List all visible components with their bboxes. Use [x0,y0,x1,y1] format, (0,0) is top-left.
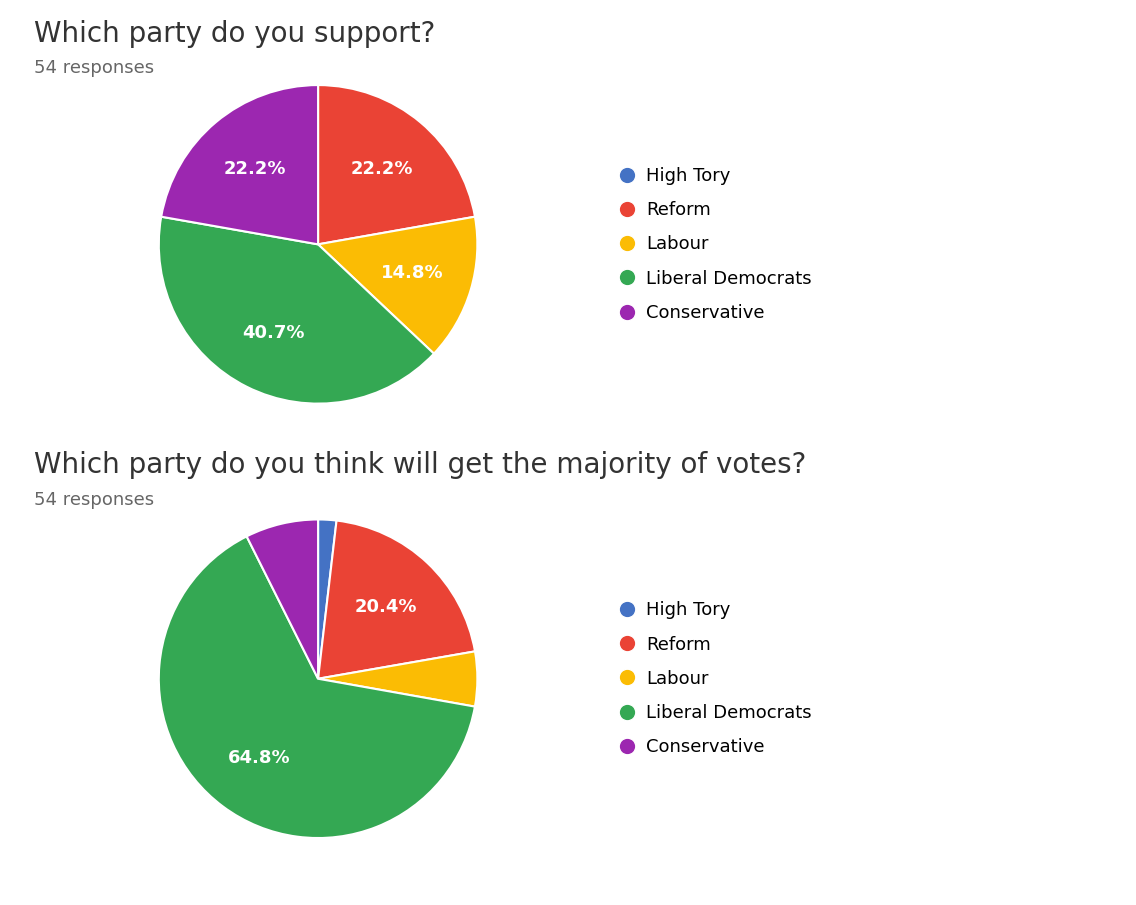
Text: 22.2%: 22.2% [350,159,412,177]
Text: Which party do you think will get the majority of votes?: Which party do you think will get the ma… [34,451,807,479]
Wedge shape [318,85,475,244]
Wedge shape [318,652,477,707]
Wedge shape [161,85,318,244]
Text: 64.8%: 64.8% [227,749,291,767]
Wedge shape [318,520,475,679]
Wedge shape [318,519,336,679]
Text: 22.2%: 22.2% [224,159,286,177]
Text: 14.8%: 14.8% [382,263,444,281]
Wedge shape [159,537,475,838]
Text: 40.7%: 40.7% [242,324,304,341]
Legend: High Tory, Reform, Labour, Liberal Democrats, Conservative: High Tory, Reform, Labour, Liberal Democ… [623,601,811,757]
Wedge shape [159,216,434,404]
Text: 54 responses: 54 responses [34,59,154,77]
Text: 20.4%: 20.4% [354,598,417,616]
Legend: High Tory, Reform, Labour, Liberal Democrats, Conservative: High Tory, Reform, Labour, Liberal Democ… [623,167,811,322]
Text: Which party do you support?: Which party do you support? [34,20,435,48]
Text: 54 responses: 54 responses [34,491,154,509]
Wedge shape [318,216,477,354]
Wedge shape [247,519,318,679]
